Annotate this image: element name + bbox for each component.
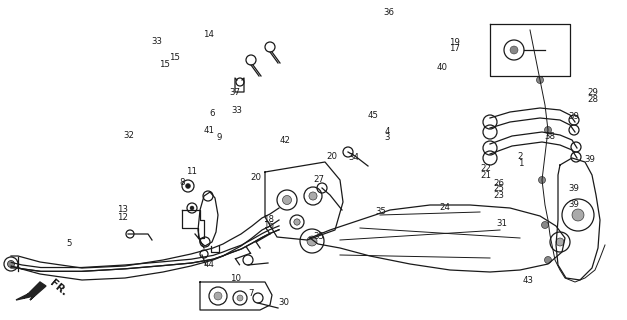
Text: 4: 4 xyxy=(385,127,390,136)
Text: 10: 10 xyxy=(229,274,241,283)
Text: 34: 34 xyxy=(349,153,360,162)
Text: 1: 1 xyxy=(518,159,523,168)
Text: 36: 36 xyxy=(383,8,394,17)
Text: 39: 39 xyxy=(568,184,579,193)
Circle shape xyxy=(237,295,243,301)
Text: 32: 32 xyxy=(123,132,134,140)
Text: 39: 39 xyxy=(568,112,579,121)
Text: 31: 31 xyxy=(496,219,507,228)
Circle shape xyxy=(542,221,549,228)
Text: 40: 40 xyxy=(436,63,448,72)
Text: 6: 6 xyxy=(209,109,214,118)
Circle shape xyxy=(544,126,552,133)
Circle shape xyxy=(294,219,300,225)
Text: 20: 20 xyxy=(327,152,338,161)
Text: 43: 43 xyxy=(523,276,534,285)
Text: FR.: FR. xyxy=(48,278,69,298)
Text: 14: 14 xyxy=(203,30,214,39)
Circle shape xyxy=(539,177,545,183)
Text: 20: 20 xyxy=(250,173,261,182)
Text: 26: 26 xyxy=(493,179,504,188)
Circle shape xyxy=(510,46,518,54)
Text: 16: 16 xyxy=(263,221,274,230)
Text: 39: 39 xyxy=(584,155,595,164)
Text: 29: 29 xyxy=(587,88,598,97)
Text: 13: 13 xyxy=(117,205,128,214)
Circle shape xyxy=(556,238,564,246)
Text: 11: 11 xyxy=(186,167,197,176)
Text: 33: 33 xyxy=(231,106,243,115)
Circle shape xyxy=(544,257,552,263)
Text: 38: 38 xyxy=(544,132,556,141)
Text: 28: 28 xyxy=(587,95,598,104)
Text: 17: 17 xyxy=(449,44,460,53)
Text: 42: 42 xyxy=(280,136,291,145)
Text: 5: 5 xyxy=(66,239,71,248)
Text: 30: 30 xyxy=(278,298,289,307)
Text: 7: 7 xyxy=(248,289,253,298)
Text: 35: 35 xyxy=(313,232,324,241)
Circle shape xyxy=(283,196,292,204)
Text: 19: 19 xyxy=(449,38,460,47)
Text: 18: 18 xyxy=(263,215,274,224)
Text: 21: 21 xyxy=(480,171,492,180)
Text: 3: 3 xyxy=(385,133,390,142)
Circle shape xyxy=(309,192,317,200)
Text: 24: 24 xyxy=(440,203,451,212)
Circle shape xyxy=(8,260,14,268)
Text: 33: 33 xyxy=(151,37,162,46)
Text: 27: 27 xyxy=(313,175,324,184)
Text: 8: 8 xyxy=(179,178,184,187)
Circle shape xyxy=(186,183,191,188)
Text: 9: 9 xyxy=(217,133,222,142)
Text: 12: 12 xyxy=(117,213,128,222)
Text: 39: 39 xyxy=(568,200,579,209)
Polygon shape xyxy=(16,282,46,300)
Text: 2: 2 xyxy=(518,152,523,161)
Circle shape xyxy=(307,236,317,246)
Text: 44: 44 xyxy=(203,260,214,269)
Text: 22: 22 xyxy=(480,164,492,173)
Text: 15: 15 xyxy=(159,60,170,69)
Circle shape xyxy=(214,292,222,300)
Circle shape xyxy=(537,76,544,84)
Text: 25: 25 xyxy=(493,184,504,193)
Text: 41: 41 xyxy=(203,126,214,135)
Text: 37: 37 xyxy=(229,88,241,97)
Circle shape xyxy=(190,206,194,210)
Text: 45: 45 xyxy=(367,111,379,120)
Text: 15: 15 xyxy=(169,53,180,62)
Text: 35: 35 xyxy=(376,207,387,216)
Text: 23: 23 xyxy=(493,191,504,200)
Circle shape xyxy=(572,209,584,221)
